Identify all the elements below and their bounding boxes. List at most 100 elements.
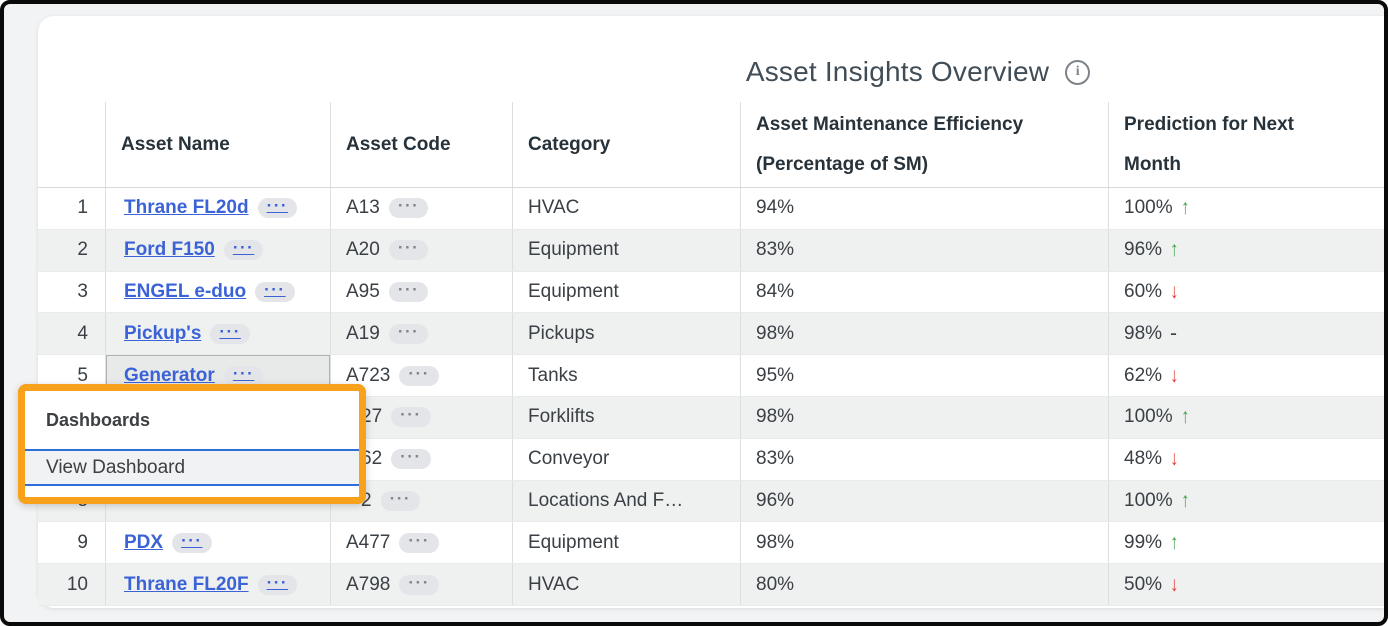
asset-code-cell: A798 ···	[330, 564, 512, 605]
prediction-cell: 98% -	[1108, 313, 1384, 355]
prediction-cell: 50% ↓	[1108, 564, 1384, 605]
asset-name-cell[interactable]: Thrane FL20F ···	[105, 564, 330, 605]
efficiency-cell: 83%	[740, 438, 1108, 480]
asset-name-more-options-icon[interactable]: ···	[257, 197, 298, 219]
prediction-cell: 99% ↑	[1108, 522, 1384, 564]
asset-name-more-options-icon[interactable]: ···	[210, 323, 250, 344]
asset-name-more-options-icon[interactable]: ···	[255, 281, 295, 302]
asset-code-more-options-icon[interactable]: ···	[399, 532, 439, 553]
asset-name-cell[interactable]: ENGEL e-duo ···	[105, 271, 330, 313]
prediction-value: 62%	[1124, 364, 1163, 386]
row-number: 4	[77, 322, 88, 344]
efficiency-cell: 98%	[740, 522, 1108, 564]
trend-arrow-icon: ↑	[1180, 488, 1190, 512]
trend-arrow-icon: ↑	[1170, 530, 1179, 554]
row-number: 5	[77, 364, 88, 386]
menu-item-view-dashboard[interactable]: View Dashboard	[25, 449, 359, 486]
asset-code-cell: A723 ···	[330, 355, 512, 396]
asset-code-value: A13	[346, 197, 380, 219]
header-category: Category	[512, 102, 740, 187]
header-prediction: Prediction for Next Month	[1108, 102, 1384, 187]
trend-arrow-icon: ↓	[1170, 447, 1179, 471]
asset-name-link[interactable]: ENGEL e-duo	[124, 280, 247, 302]
trend-arrow-icon: ↑	[1180, 196, 1190, 220]
asset-code-more-options-icon[interactable]: ···	[388, 197, 429, 219]
trend-arrow-icon: ↑	[1180, 405, 1190, 429]
asset-name-more-options-icon[interactable]: ···	[172, 532, 212, 553]
asset-name-more-options-icon[interactable]: ···	[257, 574, 298, 595]
asset-code-cell: 62 ···	[330, 438, 512, 480]
page-title: Asset Insights Overview	[745, 56, 1050, 87]
asset-code-cell: A477 ···	[330, 522, 512, 564]
trend-arrow-icon: ↑	[1170, 238, 1179, 262]
prediction-value: 96%	[1124, 239, 1163, 261]
asset-code-more-options-icon[interactable]: ···	[388, 323, 429, 344]
asset-code-cell: A19 ···	[330, 313, 512, 355]
asset-name-more-options-icon[interactable]: ···	[223, 365, 264, 386]
prediction-cell: 100% ↑	[1108, 396, 1384, 438]
header-row-number	[38, 102, 105, 187]
efficiency-cell: 94%	[740, 188, 1108, 229]
asset-name-cell[interactable]: Pickup's ···	[105, 313, 330, 355]
asset-name-more-options-icon[interactable]: ···	[223, 239, 264, 261]
asset-name-link[interactable]: Thrane FL20F	[124, 573, 249, 595]
efficiency-cell: 84%	[740, 271, 1108, 313]
trend-arrow-icon: ↓	[1170, 572, 1179, 596]
efficiency-cell: 80%	[740, 564, 1108, 605]
asset-code-more-options-icon[interactable]: ···	[391, 406, 431, 428]
row-number: 3	[77, 280, 88, 302]
category-cell: Pickups	[512, 313, 740, 355]
category-cell: Locations And F…	[512, 480, 740, 522]
asset-table: Asset Name Asset Code Category Asset Mai…	[38, 102, 1384, 606]
prediction-cell: 60% ↓	[1108, 271, 1384, 313]
efficiency-cell: 98%	[740, 313, 1108, 355]
prediction-cell: 100% ↑	[1108, 188, 1384, 229]
category-cell: Conveyor	[512, 438, 740, 480]
asset-name-cell[interactable]: Thrane FL20d ···	[105, 188, 330, 229]
table-row: 2 Ford F150 ··· A20 ··· Equipment 83% 96…	[38, 229, 1384, 272]
category-cell: Equipment	[512, 271, 740, 313]
prediction-value: 60%	[1124, 280, 1163, 302]
asset-name-link[interactable]: Thrane FL20d	[124, 197, 249, 219]
asset-code-value: A20	[346, 239, 380, 261]
asset-name-cell[interactable]: PDX ···	[105, 522, 330, 564]
asset-code-more-options-icon[interactable]: ···	[388, 281, 429, 302]
prediction-value: 50%	[1124, 573, 1163, 595]
asset-code-value: A723	[346, 364, 391, 386]
prediction-value: 98%	[1124, 322, 1163, 344]
asset-code-cell: 2 ···	[330, 480, 512, 522]
asset-code-value: 2	[361, 489, 372, 511]
asset-name-cell[interactable]: Ford F150 ···	[105, 229, 330, 271]
prediction-value: 99%	[1124, 531, 1163, 553]
row-number: 9	[77, 531, 88, 553]
efficiency-cell: 96%	[740, 480, 1108, 522]
asset-name-link[interactable]: Ford F150	[124, 239, 215, 261]
asset-name-link[interactable]: Generator	[124, 364, 215, 386]
asset-code-cell: 27 ···	[330, 396, 512, 438]
asset-name-link[interactable]: PDX	[124, 531, 164, 553]
asset-code-value: A19	[346, 322, 380, 344]
asset-code-more-options-icon[interactable]: ···	[391, 448, 431, 470]
prediction-value: 100%	[1124, 489, 1173, 511]
efficiency-cell: 95%	[740, 355, 1108, 396]
asset-code-cell: A95 ···	[330, 271, 512, 313]
category-cell: Equipment	[512, 522, 740, 564]
asset-code-more-options-icon[interactable]: ···	[380, 490, 421, 511]
category-cell: Tanks	[512, 355, 740, 396]
prediction-cell: 48% ↓	[1108, 438, 1384, 480]
asset-code-more-options-icon[interactable]: ···	[388, 239, 429, 261]
prediction-cell: 96% ↑	[1108, 229, 1384, 271]
trend-arrow-icon: ↓	[1170, 279, 1179, 303]
table-row: 9 PDX ··· A477 ··· Equipment 98% 99% ↑	[38, 522, 1384, 565]
asset-code-more-options-icon[interactable]: ···	[399, 574, 439, 595]
asset-code-more-options-icon[interactable]: ···	[399, 365, 439, 386]
prediction-value: 100%	[1124, 406, 1173, 428]
asset-code-cell: A13 ···	[330, 188, 512, 229]
info-icon[interactable]: i	[1065, 59, 1091, 85]
asset-name-link[interactable]: Pickup's	[124, 322, 202, 344]
table-row: 10 Thrane FL20F ··· A798 ··· HVAC 80% 50…	[38, 564, 1384, 606]
trend-arrow-icon: -	[1170, 321, 1178, 345]
prediction-value: 100%	[1124, 197, 1173, 219]
header-asset-name: Asset Name	[105, 102, 330, 187]
